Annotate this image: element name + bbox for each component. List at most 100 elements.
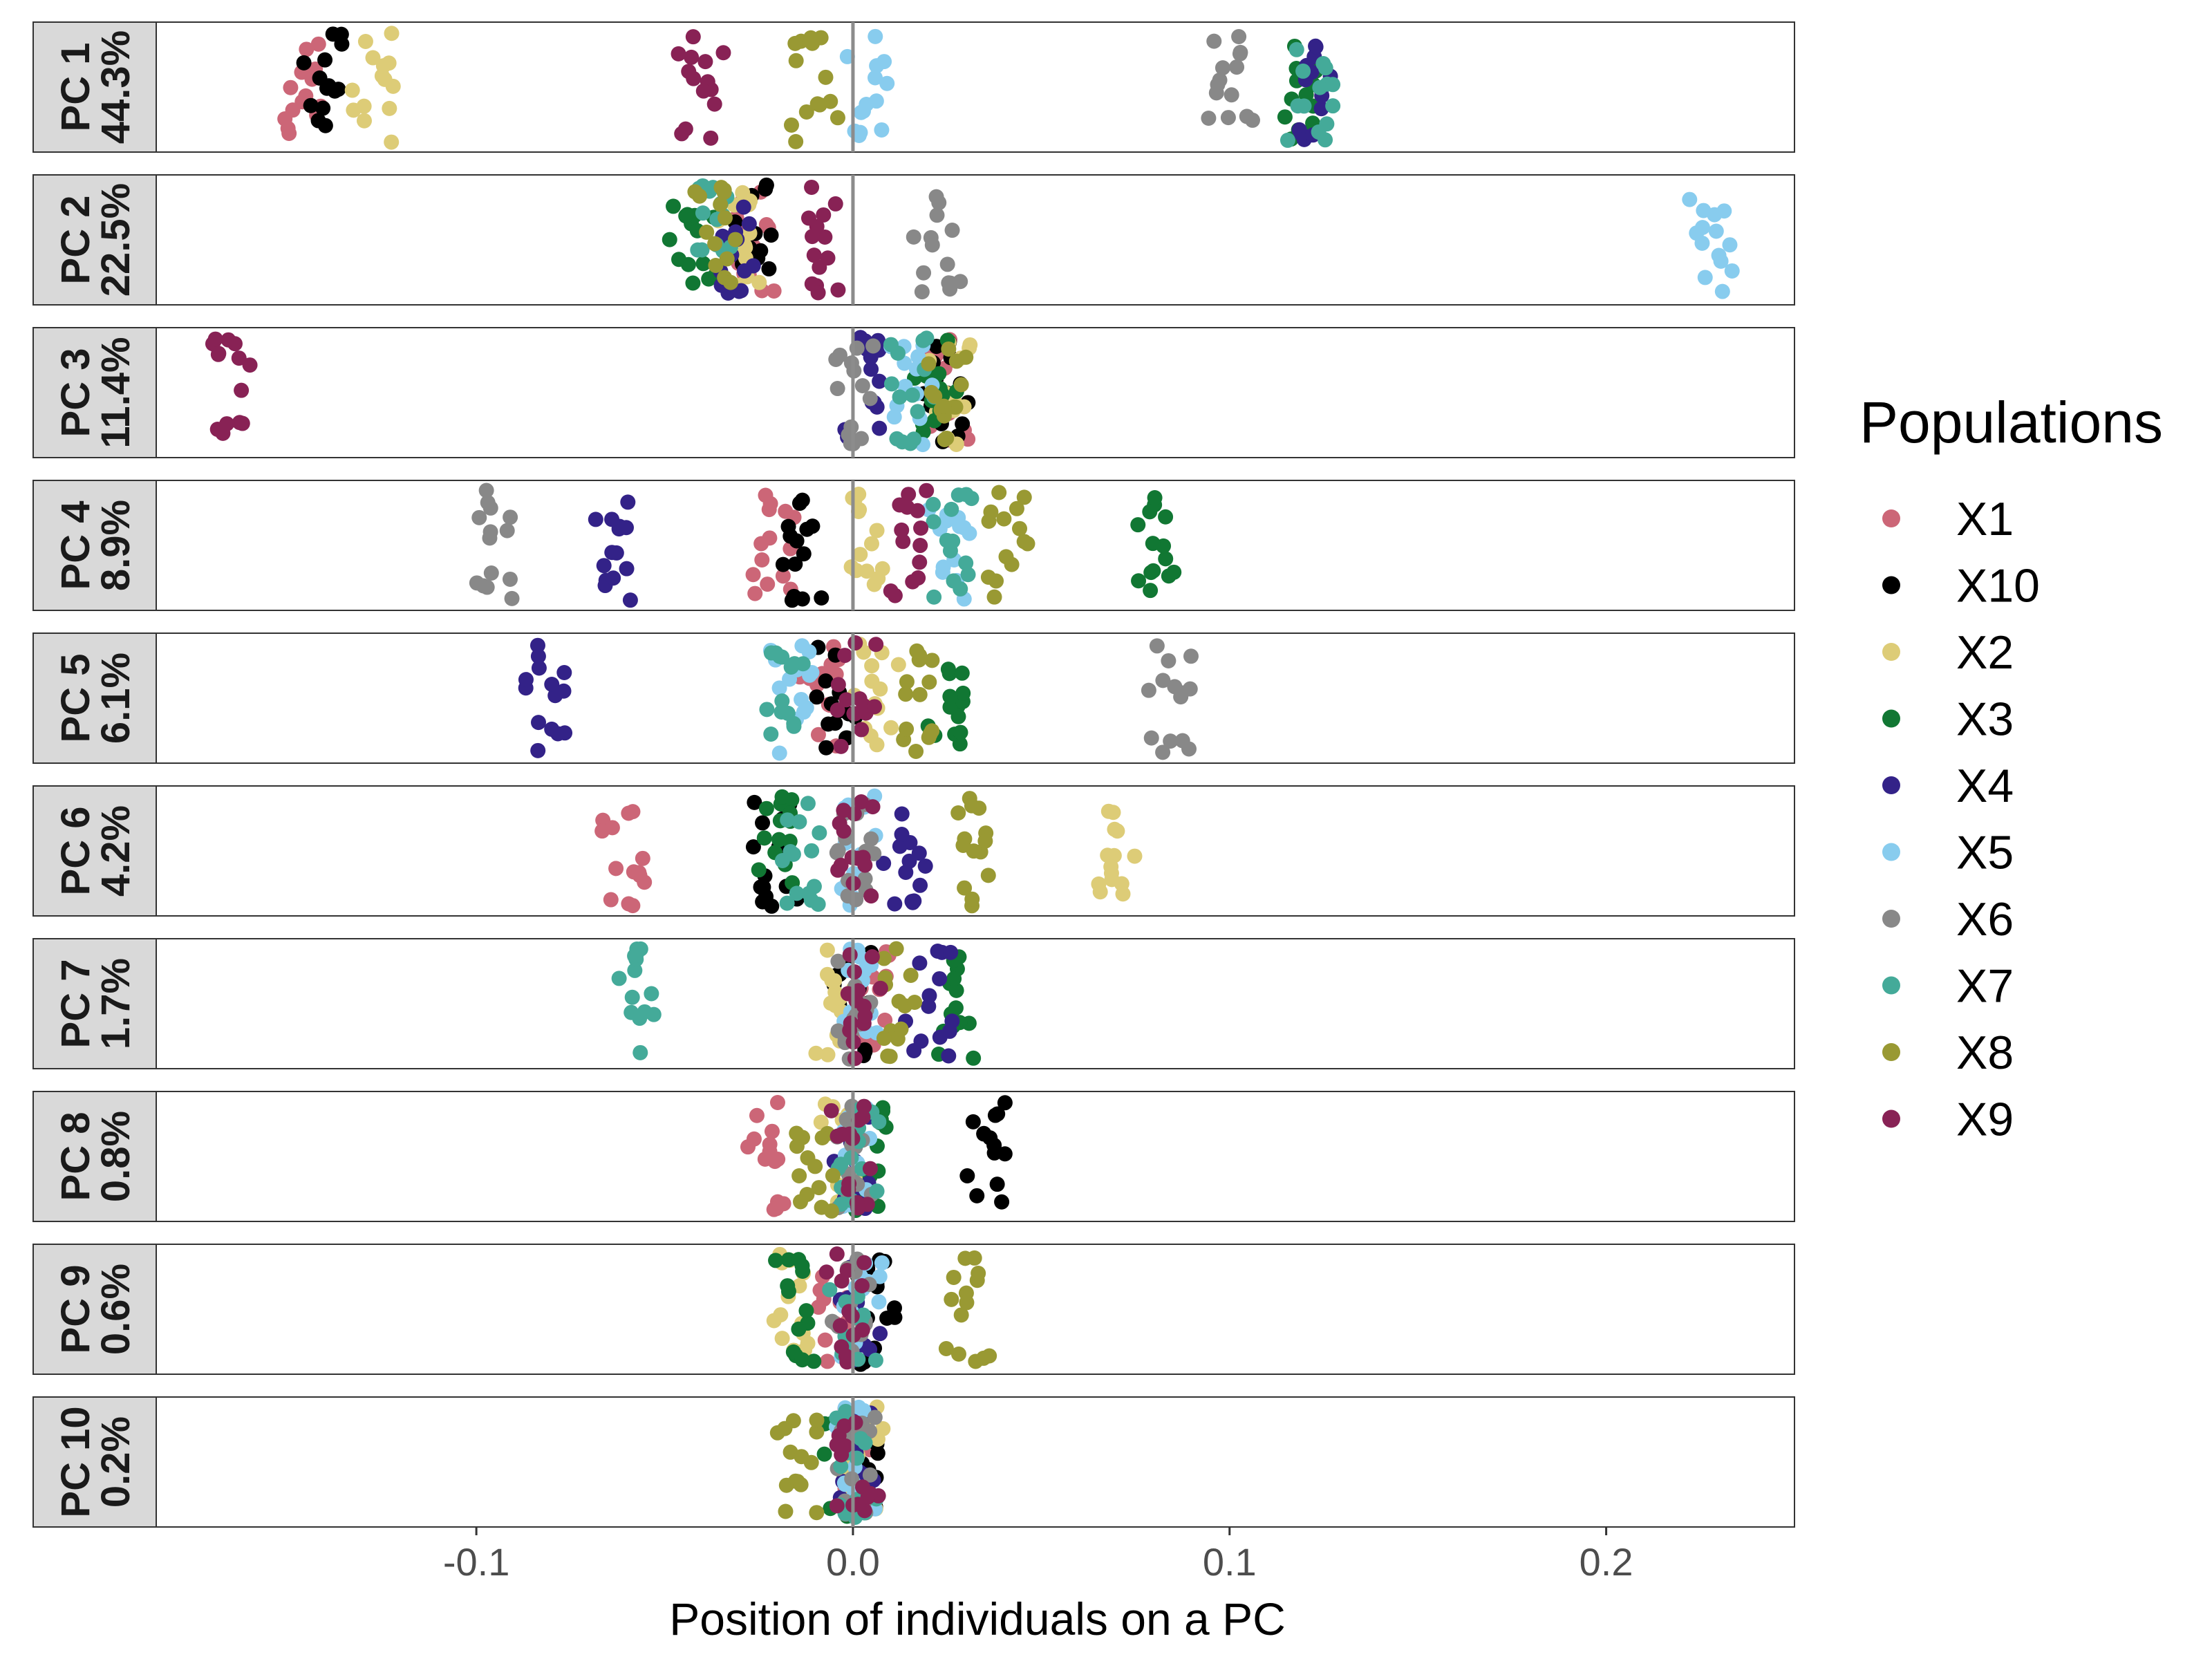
- point-x10: [317, 52, 333, 68]
- point-x4: [529, 637, 545, 653]
- legend-label: X5: [1956, 827, 2014, 879]
- legend-label: X8: [1956, 1027, 2014, 1079]
- point-x9: [852, 691, 868, 707]
- point-x3: [798, 1303, 814, 1319]
- point-x3: [758, 800, 774, 816]
- points: [662, 177, 1740, 301]
- point-x6: [1206, 33, 1222, 49]
- point-x10: [787, 556, 803, 572]
- point-x8: [996, 511, 1012, 527]
- point-x10: [794, 492, 810, 508]
- points: [277, 26, 1341, 150]
- strip-label: PC 311.4%: [53, 337, 138, 448]
- point-x8: [793, 1194, 809, 1210]
- point-x4: [912, 877, 928, 893]
- point-x8: [964, 891, 980, 907]
- point-x6: [1215, 60, 1230, 76]
- point-x2: [773, 1307, 789, 1323]
- point-x7: [632, 1044, 648, 1060]
- point-x10: [755, 815, 771, 831]
- point-x7: [871, 1114, 887, 1130]
- point-x2: [890, 657, 906, 673]
- point-x3: [666, 198, 682, 214]
- point-x6: [830, 953, 846, 969]
- point-x10: [994, 1194, 1010, 1210]
- point-x1: [608, 861, 624, 877]
- point-x1: [637, 874, 653, 890]
- point-x7: [857, 1435, 873, 1451]
- point-x6: [929, 207, 945, 223]
- point-x7: [883, 376, 899, 392]
- point-x3: [806, 1353, 822, 1369]
- point-x7: [919, 330, 935, 346]
- point-x2: [1103, 859, 1119, 874]
- point-x7: [946, 573, 962, 589]
- point-x6: [469, 575, 485, 591]
- point-x7: [1311, 124, 1327, 140]
- point-x3: [1145, 563, 1161, 579]
- point-x6: [1224, 87, 1239, 103]
- point-x8: [953, 377, 969, 393]
- point-x6: [1201, 110, 1217, 126]
- pc-variance: 8.9%: [93, 500, 138, 591]
- point-x8: [787, 35, 803, 51]
- panel-6: PC 64.2%: [32, 785, 1795, 917]
- point-x5: [874, 1255, 890, 1271]
- x-tick-label: 0.2: [1580, 1540, 1633, 1584]
- point-x9: [211, 346, 227, 362]
- point-x4: [906, 1043, 922, 1059]
- point-x5: [1694, 220, 1710, 236]
- point-x8: [950, 1346, 966, 1362]
- x-tick-label: 0.0: [826, 1540, 880, 1584]
- point-x2: [344, 82, 360, 98]
- legend-label: X7: [1956, 960, 2014, 1013]
- point-x3: [816, 1446, 832, 1462]
- point-x4: [735, 199, 751, 215]
- point-x7: [939, 532, 955, 548]
- point-x2: [382, 100, 397, 116]
- point-x9: [677, 121, 693, 137]
- x-tick-label: 0.1: [1203, 1540, 1257, 1584]
- point-x7: [780, 812, 796, 828]
- points: [594, 788, 1143, 914]
- legend-label: X2: [1956, 626, 2014, 679]
- point-x5: [1697, 270, 1713, 285]
- point-x3: [942, 688, 958, 704]
- point-x10: [763, 227, 779, 243]
- point-x9: [817, 229, 833, 245]
- point-x9: [219, 416, 235, 432]
- pc-variance: 11.4%: [93, 337, 138, 448]
- point-x6: [1141, 682, 1156, 698]
- point-x1: [817, 1332, 833, 1348]
- points: [611, 941, 982, 1067]
- point-x5: [1722, 237, 1738, 253]
- point-x10: [317, 118, 333, 133]
- point-x2: [848, 563, 864, 579]
- point-x4: [608, 545, 624, 561]
- point-x6: [906, 229, 921, 245]
- point-x4: [620, 494, 636, 510]
- pc-name: PC 6: [53, 807, 98, 896]
- point-x6: [863, 831, 879, 847]
- point-x6: [482, 524, 498, 540]
- point-x10: [315, 100, 331, 116]
- point-x9: [919, 482, 935, 498]
- point-x6: [1155, 673, 1171, 688]
- point-x9: [207, 331, 223, 347]
- point-x8: [938, 1341, 954, 1357]
- legend-label: X10: [1956, 560, 2040, 612]
- point-x6: [1220, 110, 1236, 126]
- point-x5: [839, 48, 855, 64]
- point-x4: [944, 1013, 960, 1029]
- point-x2: [827, 973, 843, 988]
- point-x3: [1158, 551, 1174, 567]
- strip-label: PC 80.8%: [53, 1111, 138, 1202]
- point-x4: [622, 592, 638, 608]
- point-x8: [953, 1307, 969, 1323]
- point-x9: [829, 1246, 845, 1262]
- point-x5: [935, 564, 950, 580]
- point-x7: [759, 702, 775, 718]
- point-x9: [829, 1437, 845, 1453]
- point-x10: [955, 416, 971, 432]
- point-x2: [869, 523, 885, 538]
